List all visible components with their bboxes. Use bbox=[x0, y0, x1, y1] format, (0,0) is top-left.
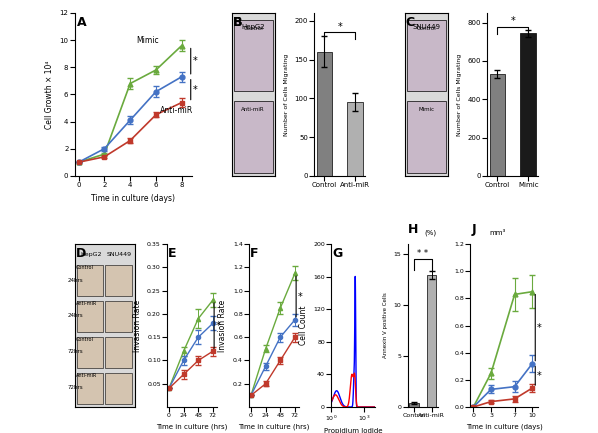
Bar bbox=[77, 337, 103, 368]
Text: Anti-miR: Anti-miR bbox=[76, 301, 97, 306]
Text: H: H bbox=[408, 223, 418, 236]
Y-axis label: Annexin V positive Cells: Annexin V positive Cells bbox=[383, 293, 388, 359]
Text: *: * bbox=[537, 323, 542, 333]
Text: HepG2: HepG2 bbox=[80, 252, 102, 257]
Text: F: F bbox=[250, 247, 258, 261]
X-axis label: Time in culture (days): Time in culture (days) bbox=[466, 424, 543, 430]
Text: E: E bbox=[168, 247, 176, 261]
Text: *: * bbox=[215, 320, 220, 331]
Text: Anti-miR: Anti-miR bbox=[160, 107, 193, 116]
Bar bbox=[77, 373, 103, 404]
Bar bbox=[234, 19, 273, 91]
Text: *: * bbox=[297, 291, 302, 301]
Text: SNU449: SNU449 bbox=[412, 24, 440, 30]
Text: *: * bbox=[511, 16, 515, 26]
Text: *: * bbox=[193, 85, 197, 95]
Bar bbox=[347, 102, 363, 176]
Text: Control: Control bbox=[76, 337, 94, 342]
Text: Mimic: Mimic bbox=[136, 36, 159, 45]
Text: Control: Control bbox=[243, 26, 263, 31]
Bar bbox=[407, 19, 446, 91]
Text: B: B bbox=[233, 16, 242, 29]
Text: 72hrs: 72hrs bbox=[68, 385, 83, 390]
Bar bbox=[234, 101, 273, 173]
Text: mm³: mm³ bbox=[489, 230, 506, 236]
Text: Control: Control bbox=[76, 265, 94, 270]
Y-axis label: Number of Cells Migrating: Number of Cells Migrating bbox=[284, 53, 289, 136]
Text: * *: * * bbox=[417, 249, 428, 259]
Bar bbox=[77, 301, 103, 332]
Bar bbox=[409, 403, 419, 407]
Text: 24hrs: 24hrs bbox=[68, 278, 83, 282]
X-axis label: Time in culture (hrs): Time in culture (hrs) bbox=[238, 424, 310, 430]
Bar bbox=[427, 275, 437, 407]
Y-axis label: Cell Growth × 10⁴: Cell Growth × 10⁴ bbox=[45, 60, 54, 129]
Text: Anti-miR: Anti-miR bbox=[242, 107, 265, 113]
Bar bbox=[105, 265, 132, 296]
Text: J: J bbox=[472, 223, 477, 236]
Y-axis label: Number of Cells Migrating: Number of Cells Migrating bbox=[457, 53, 462, 136]
Y-axis label: Invasion Rate: Invasion Rate bbox=[133, 300, 142, 352]
Text: (%): (%) bbox=[424, 229, 437, 236]
Text: HepG2: HepG2 bbox=[242, 24, 265, 30]
Bar bbox=[77, 265, 103, 296]
X-axis label: Time in culture (days): Time in culture (days) bbox=[91, 194, 175, 203]
Text: 72hrs: 72hrs bbox=[68, 349, 83, 354]
X-axis label: Time in culture (hrs): Time in culture (hrs) bbox=[156, 424, 227, 430]
Text: Mimic: Mimic bbox=[418, 107, 434, 113]
Text: *: * bbox=[537, 371, 542, 381]
Text: C: C bbox=[405, 16, 415, 29]
Text: D: D bbox=[76, 247, 86, 261]
Text: Anti-miR: Anti-miR bbox=[76, 373, 97, 378]
Text: G: G bbox=[332, 247, 342, 261]
X-axis label: Propidium Iodide: Propidium Iodide bbox=[324, 428, 382, 433]
Bar bbox=[407, 101, 446, 173]
Text: *: * bbox=[337, 22, 342, 32]
Bar bbox=[490, 74, 505, 176]
Text: *: * bbox=[193, 56, 197, 66]
Text: SNU449: SNU449 bbox=[107, 252, 132, 257]
Text: 24hrs: 24hrs bbox=[68, 313, 83, 318]
Y-axis label: Cell Count: Cell Count bbox=[298, 306, 307, 346]
Y-axis label: Invasion Rate: Invasion Rate bbox=[218, 300, 227, 352]
Bar bbox=[316, 52, 332, 176]
Text: B: B bbox=[233, 16, 242, 29]
Bar bbox=[105, 373, 132, 404]
Bar bbox=[105, 337, 132, 368]
Bar bbox=[520, 33, 536, 176]
Text: A: A bbox=[77, 16, 87, 29]
Bar bbox=[105, 301, 132, 332]
Text: Control: Control bbox=[416, 26, 436, 31]
